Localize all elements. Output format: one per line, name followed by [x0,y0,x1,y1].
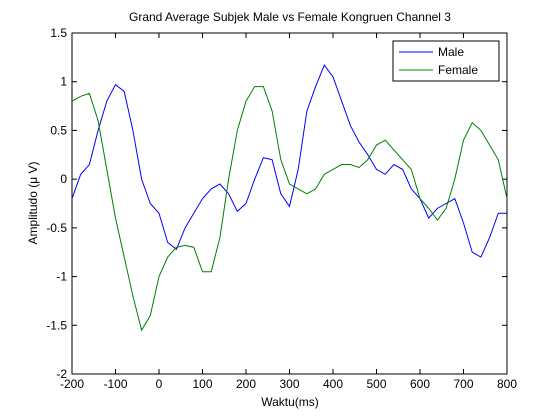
x-tick-label: 800 [497,377,517,391]
x-tick-label: 700 [453,377,473,391]
x-tick-label: 300 [279,377,299,391]
x-tick-label: 500 [366,377,386,391]
plot-area [71,32,508,375]
x-tick-label: 100 [192,377,212,391]
x-tick-label: 400 [323,377,343,391]
x-tick-label: 200 [236,377,256,391]
y-tick-label: 1 [60,75,67,89]
x-tick-label: -200 [60,377,84,391]
legend-label: Male [438,45,464,59]
y-tick-label: 0 [60,172,67,186]
y-tick-label: -0.5 [46,221,67,235]
y-tick-label: -1.5 [46,318,67,332]
series-line [71,86,508,332]
y-tick-label: 1.5 [50,26,67,40]
y-tick-label: -2 [56,367,67,381]
y-tick-label: -1 [56,270,67,284]
series-line [71,64,507,258]
x-tick-label: -100 [103,377,127,391]
legend-label: Female [438,63,478,77]
chart-title: Grand Average Subjek Male vs Female Kong… [129,10,451,24]
legend [392,40,500,82]
y-axis-label: Amplitudo (μ V) [26,162,40,245]
x-axis-label: Waktu(ms) [261,395,319,409]
x-tick-label: 600 [410,377,430,391]
x-tick-label: 0 [156,377,163,391]
y-tick-label: 0.5 [50,123,67,137]
